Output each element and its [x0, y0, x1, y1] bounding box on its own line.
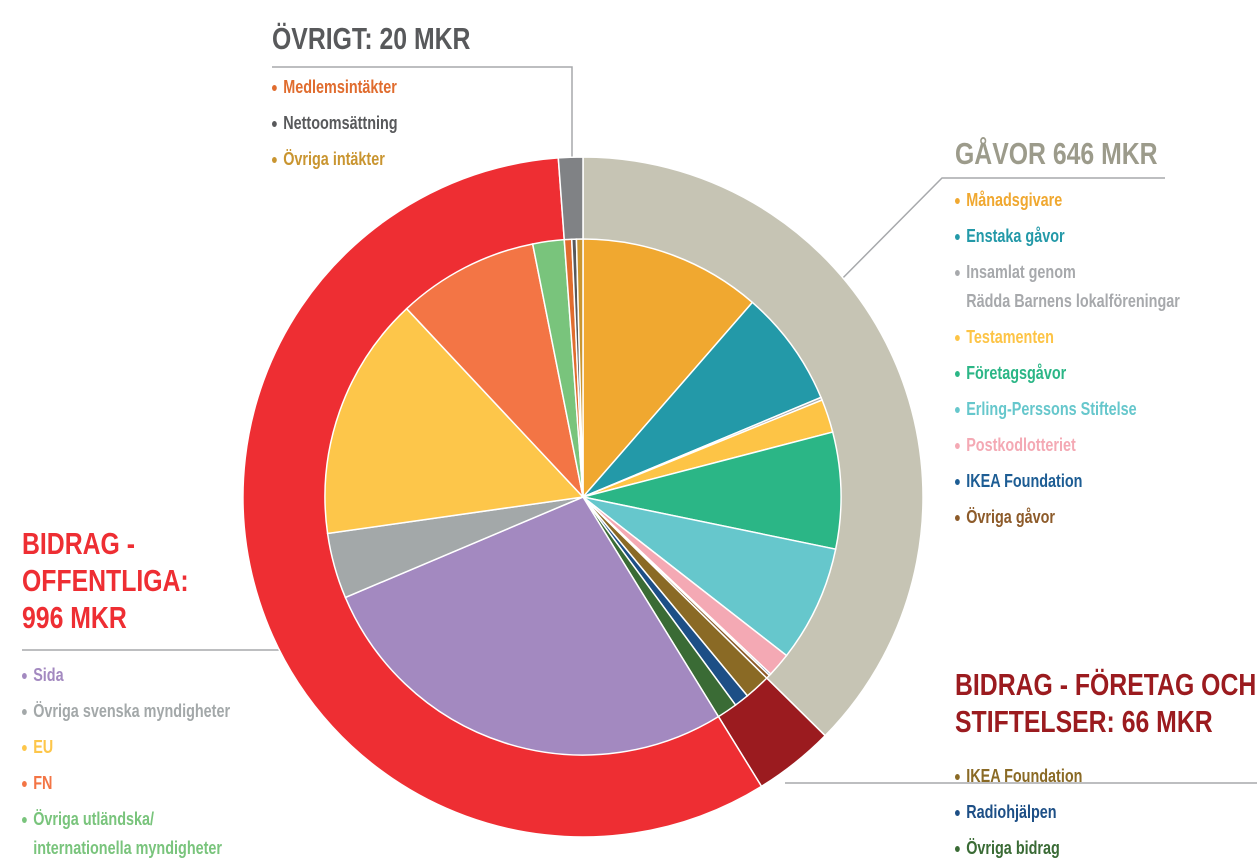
inner-slice: [582, 431, 842, 551]
pie: [242, 156, 924, 838]
group-heading: BIDRAG - OFFENTLIGA: 996 MKR: [22, 526, 189, 635]
inner-slice: [575, 238, 584, 498]
connector: [272, 66, 573, 160]
legend-label: Övriga bidrag: [966, 838, 1060, 858]
legend-item: Övriga utländska/ internationella myndig…: [22, 805, 358, 863]
legend: Månadsgivare Enstaka gåvor Insamlat genom …: [955, 186, 1257, 539]
legend-label: Enstaka gåvor: [966, 226, 1065, 246]
bullet: [955, 198, 960, 204]
bullet: [955, 443, 960, 449]
legend-item: Radiohjälpen: [955, 798, 1257, 827]
bullet: [955, 810, 960, 816]
legend: Medlemsintäkter Nettoomsättning Övriga int…: [272, 73, 608, 181]
legend-label: Postkodlotteriet: [966, 435, 1076, 455]
connectors: [22, 66, 1257, 784]
inner-slice: [582, 496, 837, 657]
legend-item: Erling-Perssons Stiftelse: [955, 395, 1257, 424]
legend-item: Övriga intäkter: [272, 145, 608, 174]
legend-item: Sida: [22, 661, 358, 690]
legend-label: Övriga gåvor: [966, 507, 1056, 527]
bullet: [272, 121, 277, 127]
bullet: [22, 709, 27, 715]
legend-label: Erling-Perssons Stiftelse: [966, 399, 1137, 419]
bullet: [955, 335, 960, 341]
legend-label: Månadsgivare: [966, 190, 1063, 210]
bullet: [955, 407, 960, 413]
legend-label: FN: [33, 773, 53, 793]
legend-item: EU: [22, 733, 358, 762]
connector: [824, 177, 1165, 297]
legend-label: IKEA Foundation: [966, 471, 1083, 491]
legend: IKEA Foundation Radiohjälpen Övriga bidrag: [955, 762, 1257, 867]
bullet: [955, 479, 960, 485]
inner-slice: [324, 307, 585, 535]
legend-label: EU: [33, 737, 54, 757]
group-heading: GÅVOR 646 MKR: [955, 136, 1158, 171]
legend-label: Nettoomsättning: [283, 113, 398, 133]
inner-slice: [582, 238, 754, 500]
legend-label: Övriga svenska myndigheter: [33, 701, 231, 721]
legend-item: IKEA Foundation: [955, 762, 1257, 791]
bullet: [955, 234, 960, 240]
legend-label: Övriga utländska/ internationella myndig…: [33, 809, 223, 858]
legend-item: Postkodlotteriet: [955, 431, 1257, 460]
bullet: [272, 85, 277, 91]
legend-item: IKEA Foundation: [955, 467, 1257, 496]
bullet: [955, 515, 960, 521]
legend-item: Företagsgåvor: [955, 359, 1257, 388]
legend-item: Testamenten: [955, 323, 1257, 352]
legend-label: Företagsgåvor: [966, 363, 1067, 383]
legend-label: Sida: [33, 665, 64, 685]
legend-item: Insamlat genom Rädda Barnens lokalföreni…: [955, 258, 1257, 316]
inner-slice: [405, 243, 585, 500]
bullet: [22, 673, 27, 679]
bullet: [955, 846, 960, 852]
legend-item: Nettoomsättning: [272, 109, 608, 138]
legend-item: Övriga bidrag: [955, 834, 1257, 863]
group-heading: ÖVRIGT: 20 MKR: [272, 21, 471, 56]
group-heading: BIDRAG - FÖRETAG OCH STIFTELSER: 66 MKR: [955, 667, 1257, 739]
legend-item: Övriga svenska myndigheter: [22, 697, 358, 726]
bullet: [22, 817, 27, 823]
legend-label: Testamenten: [966, 327, 1054, 347]
bullet: [955, 774, 960, 780]
bullet: [22, 745, 27, 751]
legend-item: Månadsgivare: [955, 186, 1257, 215]
legend-item: FN: [22, 769, 358, 798]
legend-label: Medlemsintäkter: [283, 77, 397, 97]
legend: Sida Övriga svenska myndigheter EU FN Övriga…: [22, 661, 358, 867]
legend-label: Radiohjälpen: [966, 802, 1057, 822]
legend-label: Övriga intäkter: [283, 149, 385, 169]
legend-item: Medlemsintäkter: [272, 73, 608, 102]
bullet: [272, 157, 277, 163]
inner-slice: [344, 496, 720, 756]
bullet: [955, 270, 960, 276]
bullet: [955, 371, 960, 377]
inner-slice: [582, 301, 822, 498]
legend-item: Övriga gåvor: [955, 503, 1257, 532]
legend-item: Enstaka gåvor: [955, 222, 1257, 251]
legend-label: Insamlat genom Rädda Barnens lokalföreni…: [966, 262, 1180, 311]
bullet: [22, 781, 27, 787]
legend-label: IKEA Foundation: [966, 766, 1083, 786]
